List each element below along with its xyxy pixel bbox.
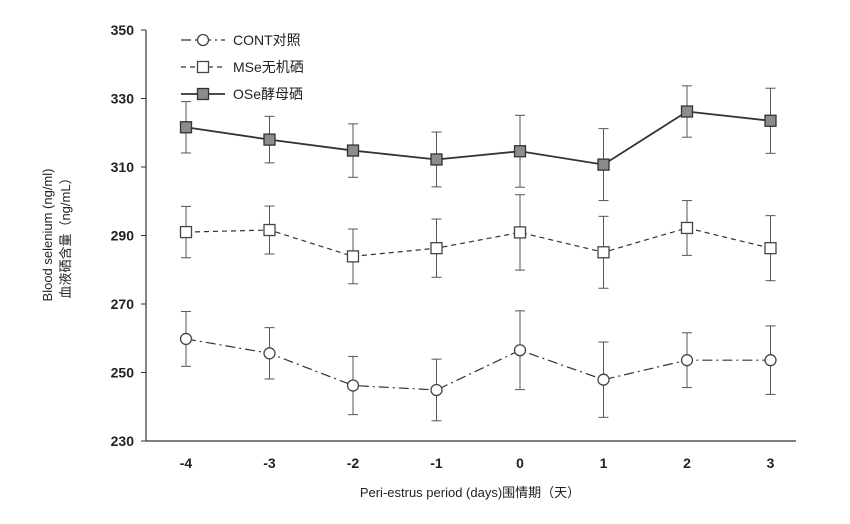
point-cont: [430, 383, 443, 397]
y-axis-label-zh: 血液硒含量（ng/mL）: [58, 171, 73, 298]
legend-marker-ose: [196, 87, 210, 101]
x-tick-label: -1: [430, 455, 443, 471]
point-ose: [597, 158, 610, 171]
legend-label-cont: CONT对照: [233, 32, 301, 48]
point-mse: [513, 226, 527, 239]
x-axis-label: Peri-estrus period (days)围情期（天）: [360, 485, 580, 500]
y-tick-label: 270: [111, 296, 135, 312]
point-ose: [430, 153, 443, 166]
x-tick-label: 2: [683, 455, 691, 471]
y-axis-label-en: Blood selenium (ng/ml): [40, 169, 55, 302]
series-lines: [185, 110, 771, 391]
point-cont: [597, 373, 610, 386]
point-cont: [513, 344, 527, 357]
x-tick-label: -3: [263, 455, 276, 471]
series-line-ose: [185, 110, 771, 166]
point-ose: [513, 145, 527, 158]
legend-label-ose: OSe酵母硒: [233, 86, 303, 102]
point-mse: [263, 223, 276, 237]
axis-labels: Peri-estrus period (days)围情期（天） Blood se…: [40, 169, 580, 500]
point-mse: [597, 246, 610, 259]
series-line-mse: [185, 227, 771, 258]
point-mse: [764, 242, 777, 255]
x-tick-label: 1: [600, 455, 608, 471]
point-mse: [680, 221, 694, 235]
series-line-cont: [185, 338, 771, 391]
point-mse: [346, 250, 360, 263]
legend-label-mse: MSe无机硒: [233, 59, 304, 75]
point-cont: [764, 354, 777, 367]
x-tick-label: 3: [767, 455, 775, 471]
point-ose: [680, 105, 694, 118]
legend: CONT对照 MSe无机硒 OSe酵母硒: [181, 32, 304, 102]
x-tick-label: -4: [180, 455, 193, 471]
point-cont: [680, 354, 694, 367]
x-tick-label: 0: [516, 455, 524, 471]
point-cont: [346, 379, 360, 392]
y-tick-label: 250: [111, 365, 135, 381]
series-markers: [179, 105, 777, 397]
y-tick-label: 330: [111, 91, 135, 107]
axes: 230 250 270 290 310 330 350 -4 -3 -2 -1 0 1 2 3: [111, 22, 796, 471]
point-mse: [179, 225, 193, 239]
y-tick-label: 350: [111, 22, 135, 38]
point-cont: [263, 347, 276, 360]
point-ose: [764, 114, 777, 127]
legend-marker-mse: [196, 60, 210, 74]
legend-marker-cont: [196, 33, 210, 47]
point-cont: [179, 332, 193, 346]
y-tick-label: 290: [111, 228, 135, 244]
y-tick-label: 230: [111, 433, 135, 449]
point-ose: [179, 121, 193, 134]
point-ose: [263, 133, 276, 146]
point-mse: [430, 242, 443, 255]
x-tick-label: -2: [347, 455, 360, 471]
point-ose: [346, 144, 360, 157]
y-tick-label: 310: [111, 159, 135, 175]
